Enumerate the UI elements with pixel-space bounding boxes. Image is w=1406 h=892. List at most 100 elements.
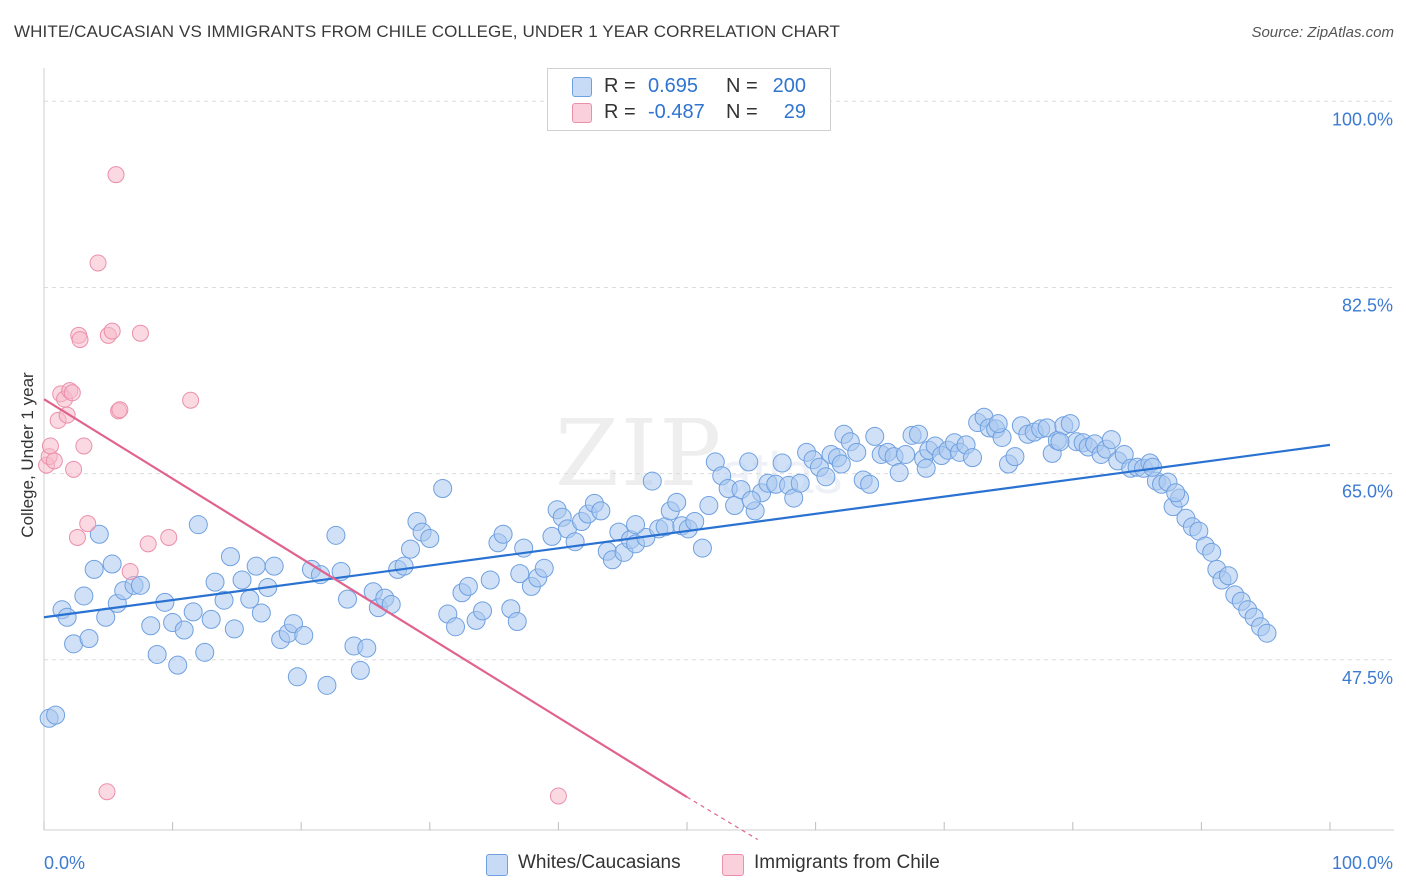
data-point-whites xyxy=(168,655,188,675)
y-tick-label: 47.5% xyxy=(1342,668,1393,688)
data-point-whites xyxy=(201,609,221,629)
data-point-chile xyxy=(71,331,89,349)
data-point-whites xyxy=(480,570,500,590)
y-tick-label: 65.0% xyxy=(1342,482,1393,502)
data-point-whites xyxy=(287,667,307,687)
data-point-chile xyxy=(160,528,178,546)
data-point-whites xyxy=(214,590,234,610)
stats-legend: R = 0.695 N = 200 R = -0.487 N = 29 xyxy=(547,68,831,131)
data-point-chile xyxy=(107,166,125,184)
data-point-whites xyxy=(725,496,745,516)
data-point-whites xyxy=(458,576,478,596)
data-point-whites xyxy=(130,575,150,595)
data-point-chile xyxy=(182,391,200,409)
data-point-whites xyxy=(251,603,271,623)
source-label: Source: ZipAtlas.com xyxy=(1251,24,1394,41)
data-point-whites xyxy=(916,458,936,478)
data-point-whites xyxy=(816,467,836,487)
data-point-whites xyxy=(294,625,314,645)
data-point-chile xyxy=(89,254,107,272)
data-point-whites xyxy=(507,611,527,631)
data-point-whites xyxy=(183,602,203,622)
r-value: 0.695 xyxy=(648,75,699,97)
data-point-whites xyxy=(220,547,240,567)
data-point-whites xyxy=(1050,432,1070,452)
data-point-chile xyxy=(111,401,129,419)
data-point-whites xyxy=(74,586,94,606)
data-point-whites xyxy=(1060,414,1080,434)
data-point-chile xyxy=(41,437,59,455)
data-point-chile xyxy=(549,787,567,805)
data-point-whites xyxy=(847,442,867,462)
data-point-whites xyxy=(741,490,761,510)
data-point-whites xyxy=(57,607,77,627)
data-point-whites xyxy=(790,473,810,493)
data-point-whites xyxy=(264,556,284,576)
data-point-whites xyxy=(692,538,712,558)
data-point-whites xyxy=(1166,483,1186,503)
data-point-whites xyxy=(667,492,687,512)
swatch-chile xyxy=(722,854,744,876)
trend-line-whites xyxy=(43,443,1331,619)
axes xyxy=(43,68,1394,831)
data-point-chile xyxy=(121,562,139,580)
data-point-whites xyxy=(89,524,109,544)
x-tick-label: 100.0% xyxy=(1332,853,1393,873)
data-point-whites xyxy=(446,617,466,637)
data-point-chile xyxy=(103,322,121,340)
chart-title: WHITE/CAUCASIAN VS IMMIGRANTS FROM CHILE… xyxy=(14,22,841,41)
y-tick-label: 82.5% xyxy=(1342,295,1393,315)
series-chile-points xyxy=(38,166,567,805)
data-point-chile xyxy=(131,324,149,342)
data-point-chile xyxy=(63,384,81,402)
data-point-chile xyxy=(139,535,157,553)
data-point-whites xyxy=(542,526,562,546)
data-point-whites xyxy=(188,515,208,535)
data-point-whites xyxy=(79,629,99,649)
data-point-chile xyxy=(79,515,97,533)
data-point-whites xyxy=(772,453,792,473)
data-point-chile xyxy=(98,783,116,801)
data-point-whites xyxy=(1202,542,1222,562)
data-point-whites xyxy=(988,414,1008,434)
r-label: R = xyxy=(604,75,636,97)
data-point-whites xyxy=(326,525,346,545)
data-point-whites xyxy=(433,479,453,499)
r-label: R = xyxy=(604,101,636,123)
data-point-whites xyxy=(626,515,646,535)
legend-label: Immigrants from Chile xyxy=(754,852,940,873)
data-point-whites xyxy=(420,529,440,549)
data-point-whites xyxy=(685,511,705,531)
data-point-whites xyxy=(1218,566,1238,586)
data-point-chile xyxy=(75,437,93,455)
data-point-whites xyxy=(473,601,493,621)
data-point-whites xyxy=(141,616,161,636)
data-point-whites xyxy=(46,705,66,725)
data-point-whites xyxy=(896,444,916,464)
data-point-whites xyxy=(84,559,104,579)
data-point-whites xyxy=(401,539,421,559)
data-point-whites xyxy=(205,572,225,592)
data-point-whites xyxy=(195,642,215,662)
data-point-chile xyxy=(68,528,86,546)
data-point-whites xyxy=(1101,430,1121,450)
x-tick-label: 0.0% xyxy=(44,853,85,873)
data-point-whites xyxy=(174,620,194,640)
swatch-whites xyxy=(486,854,508,876)
data-point-whites xyxy=(493,524,513,544)
data-point-whites xyxy=(642,471,662,491)
data-point-whites xyxy=(147,644,167,664)
data-point-whites xyxy=(534,558,554,578)
data-point-whites xyxy=(889,463,909,483)
data-point-chile xyxy=(45,452,63,470)
trend-line-chile xyxy=(43,398,688,798)
data-point-whites xyxy=(357,638,377,658)
n-label: N = xyxy=(726,101,758,123)
legend-label: Whites/Caucasians xyxy=(518,852,681,873)
data-point-whites xyxy=(908,424,928,444)
series-whites-points xyxy=(39,407,1277,728)
data-point-chile xyxy=(65,460,83,478)
data-point-whites xyxy=(224,619,244,639)
watermark-zip: ZIP xyxy=(555,400,724,507)
data-point-whites xyxy=(699,496,719,516)
